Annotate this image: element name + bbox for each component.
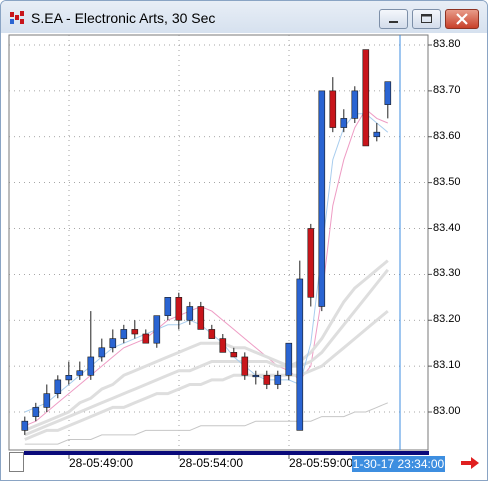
- candle-body: [219, 338, 227, 353]
- minimize-button[interactable]: [379, 9, 408, 29]
- candle-body: [142, 333, 150, 344]
- candle-body: [98, 347, 106, 358]
- minimize-icon: [389, 21, 398, 23]
- candle-body: [307, 228, 315, 298]
- y-tick-label: 83.10: [433, 359, 461, 372]
- candle-body: [197, 306, 205, 330]
- candle-body: [21, 420, 29, 431]
- candle-body: [285, 342, 293, 376]
- candle-body: [164, 297, 172, 316]
- y-tick-label: 83.70: [433, 83, 461, 96]
- candle-body: [109, 338, 117, 349]
- candle-body: [87, 356, 95, 376]
- candle-body: [241, 356, 249, 376]
- moving-average-line: [24, 259, 389, 432]
- crosshair-time-badge: 1-30-17 23:34:00: [352, 456, 445, 472]
- y-tick-label: 83.60: [433, 129, 461, 142]
- y-axis-ticks: [428, 44, 432, 413]
- title-bar[interactable]: S.EA - Electronic Arts, 30 Sec: [1, 1, 487, 33]
- x-tick-label: 28-05:59:00: [289, 456, 354, 470]
- moving-averages: [24, 108, 389, 445]
- candle-body: [131, 329, 139, 335]
- candle-body: [362, 49, 370, 147]
- candle-body: [76, 370, 84, 376]
- candle-body: [186, 306, 194, 321]
- app-icon: [10, 11, 24, 24]
- candle-body: [43, 393, 51, 408]
- window-title: S.EA - Electronic Arts, 30 Sec: [31, 10, 216, 26]
- candle-body: [208, 329, 216, 339]
- candle-body: [120, 329, 128, 339]
- x-tick-label: 28-05:49:00: [69, 456, 134, 470]
- y-tick-label: 83.00: [433, 405, 461, 417]
- candle-body: [373, 131, 381, 138]
- candle-body: [65, 374, 73, 381]
- x-tick-label: 28-05:54:00: [179, 456, 244, 470]
- x-axis-ticks: [68, 455, 290, 459]
- candle-body: [274, 374, 282, 385]
- time-scrollbar[interactable]: [24, 451, 429, 455]
- candle-body: [329, 90, 337, 128]
- y-tick-label: 83.80: [433, 38, 461, 50]
- candle-body: [384, 81, 392, 105]
- candle-body: [340, 118, 348, 128]
- moving-average-line: [24, 268, 389, 437]
- y-tick-label: 83.50: [433, 175, 461, 188]
- candle-body: [153, 315, 161, 344]
- y-tick-label: 83.40: [433, 221, 461, 234]
- candle-body: [263, 374, 271, 385]
- maximize-button[interactable]: [412, 9, 441, 29]
- candle-body: [296, 278, 304, 431]
- y-tick-label: 83.30: [433, 267, 461, 280]
- candle-body: [32, 407, 40, 417]
- maximize-icon: [421, 14, 432, 23]
- candle-body: [318, 90, 326, 307]
- close-button[interactable]: [445, 9, 479, 29]
- candles: [21, 49, 392, 435]
- candle-body: [230, 352, 238, 358]
- scroll-right-arrow-icon[interactable]: [459, 455, 481, 471]
- moving-average-line: [24, 309, 389, 441]
- moving-average-line: [24, 108, 388, 427]
- close-icon: [456, 13, 468, 25]
- candle-body: [351, 90, 359, 119]
- y-tick-label: 83.20: [433, 313, 461, 326]
- candle-body: [54, 379, 62, 394]
- moving-average-line: [24, 402, 388, 445]
- candle-body: [175, 297, 183, 321]
- scroll-start-box[interactable]: [9, 452, 24, 472]
- moving-average-line: [24, 113, 389, 413]
- candle-body: [252, 374, 260, 378]
